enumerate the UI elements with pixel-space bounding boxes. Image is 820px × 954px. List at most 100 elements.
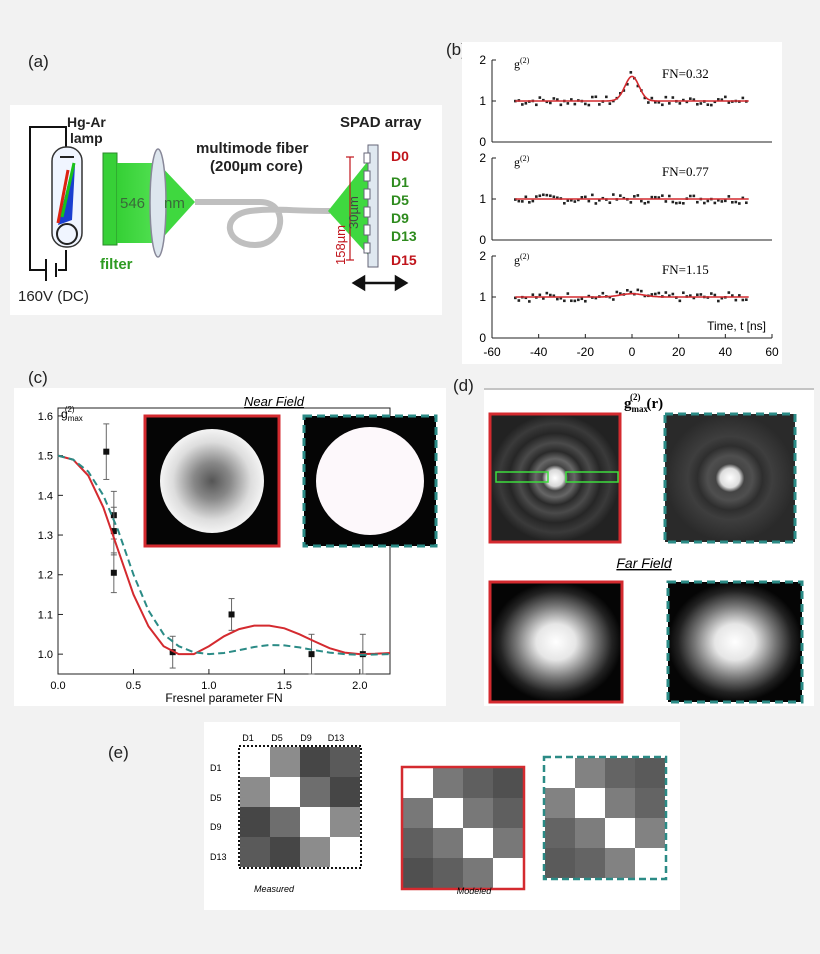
trace-point <box>528 300 531 303</box>
trace-point <box>720 200 724 203</box>
span-label: 158µm <box>333 225 348 265</box>
trace-point <box>671 96 675 99</box>
matrix-cell <box>433 768 463 798</box>
matrix-cell <box>575 758 605 788</box>
matrix-cell <box>605 848 635 878</box>
data-point <box>169 649 176 656</box>
trace-point <box>580 196 584 199</box>
trace-point <box>664 95 668 99</box>
trace-point <box>584 299 587 303</box>
trace-point <box>741 196 745 200</box>
trace-point <box>626 82 629 86</box>
trace-point <box>685 100 689 104</box>
trace-point <box>559 103 563 107</box>
trace-point <box>717 299 720 303</box>
data-point <box>110 528 117 535</box>
trace-point <box>594 202 598 205</box>
trace-point <box>514 296 517 300</box>
trace-point <box>587 294 591 298</box>
trace-point <box>717 98 720 101</box>
trace-point <box>591 95 594 99</box>
matrix-cell <box>493 828 523 858</box>
trace-point <box>710 292 713 295</box>
trace-ytick: 0 <box>479 233 486 247</box>
trace-ylabel: g(2) <box>514 56 530 71</box>
filter-label: filter <box>100 256 133 273</box>
trace-point <box>724 95 727 99</box>
trace-point <box>727 101 731 104</box>
fn-ytick: 1.4 <box>38 490 53 502</box>
trace-point <box>594 95 598 99</box>
trace-point <box>682 202 685 205</box>
trace-point <box>689 194 692 198</box>
matrix-col-label: D1 <box>242 733 254 743</box>
trace-point <box>678 201 682 205</box>
trace-point <box>703 201 706 205</box>
fiber-label-line1: multimode fiber <box>196 140 309 157</box>
matrix-cell <box>300 807 330 837</box>
trace-point <box>563 201 566 205</box>
fn-xtick: 2.0 <box>352 680 367 692</box>
trace-point <box>699 293 703 296</box>
d-title: gmax(2) (r) <box>624 392 663 414</box>
trace-point <box>689 294 692 297</box>
trace-fit-line <box>515 292 749 298</box>
trace-point <box>587 103 591 107</box>
trace-point <box>629 201 633 204</box>
detector-labels: D0 D1 D5 D9 D13 D15 <box>391 148 417 268</box>
trace-point <box>668 294 671 298</box>
trace-point <box>542 193 545 197</box>
trace-point <box>629 71 633 74</box>
trace-point <box>556 196 559 200</box>
far-field-map-teal <box>668 582 802 702</box>
matrix-cell <box>403 798 433 828</box>
trace-point <box>720 296 724 300</box>
matrix-cell <box>545 818 575 848</box>
trace-point <box>727 291 731 294</box>
detector-label-d9: D9 <box>391 210 409 226</box>
trace-point <box>612 193 615 196</box>
roi-box-right <box>565 471 619 483</box>
trace-point <box>556 297 559 301</box>
matrix-col-label: D13 <box>328 733 345 743</box>
trace-point <box>598 103 601 106</box>
matrix-cell <box>330 747 360 777</box>
matrix-cell <box>635 848 665 878</box>
fn-plot-panel: 0.0 0.5 1.0 1.5 2.0 1.0 1.1 1.2 1.3 1.4 1.5 1.6 gmax… <box>14 388 446 706</box>
matrix-cell <box>240 807 270 837</box>
trace-point <box>734 298 738 302</box>
trace-ytick: 0 <box>479 135 486 149</box>
trace-point <box>696 200 699 204</box>
matrix-cell <box>545 758 575 788</box>
trace-ytick: 0 <box>479 331 486 345</box>
data-point <box>103 448 110 455</box>
trace-point <box>678 102 682 105</box>
trace-point <box>724 199 727 203</box>
trace-point <box>661 103 664 107</box>
trace-point <box>657 196 661 199</box>
matrix-cell <box>433 798 463 828</box>
matrix-cell <box>300 837 330 867</box>
correlation-matrices-panel: D1 D5 D9 D13 D1 D5 D9 D13 Measured Modeled <box>204 722 680 910</box>
trace-point <box>615 290 619 294</box>
trace-ylabel: g(2) <box>514 154 530 169</box>
trace-fn-label: FN=0.32 <box>662 66 709 81</box>
far-field-map-red <box>490 582 622 702</box>
teal-model-curve <box>57 454 391 656</box>
trace-xtick: 0 <box>629 345 636 359</box>
matrix-cell <box>433 828 463 858</box>
trace-point <box>559 296 563 300</box>
trace-point <box>538 293 542 297</box>
trace-point <box>629 290 633 294</box>
battery-icon <box>45 259 57 281</box>
panel-label-e: (e) <box>108 743 129 762</box>
trace-point <box>577 298 580 302</box>
trace-point <box>654 195 657 199</box>
trace-point <box>601 291 605 295</box>
matrix-row-label: D1 <box>210 763 222 773</box>
measured-label: Measured <box>254 884 295 894</box>
matrix-cell <box>605 788 635 818</box>
trace-point <box>563 299 566 303</box>
lamp-label-line1: Hg-Ar <box>67 114 106 130</box>
red-model-curve <box>57 454 391 656</box>
